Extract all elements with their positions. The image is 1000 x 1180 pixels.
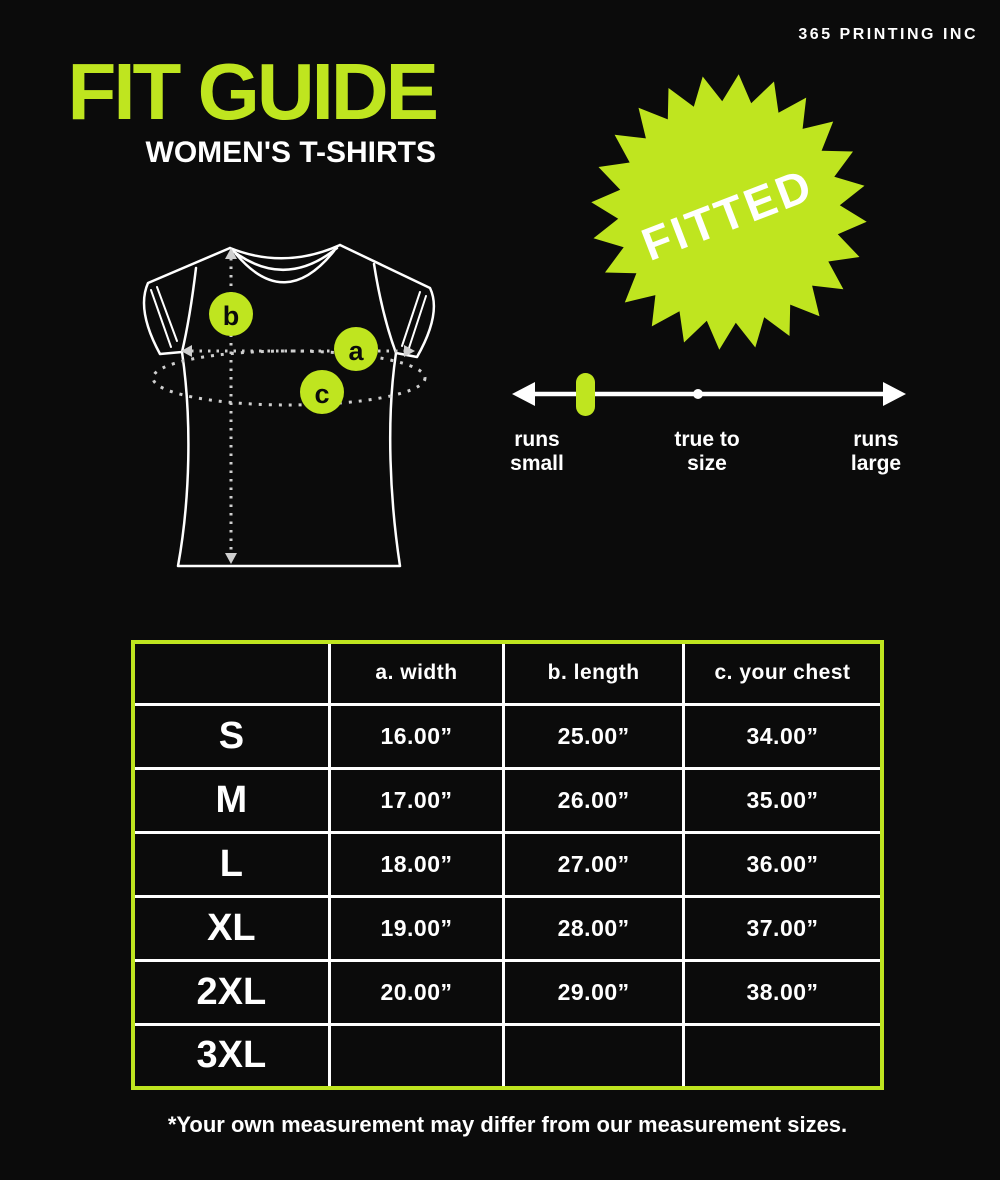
footnote: *Your own measurement may differ from ou…	[167, 1112, 848, 1137]
fitted-badge: FITTED	[591, 74, 867, 350]
width-value: 18.00”	[327, 830, 506, 898]
table-row: 3XL	[131, 1022, 884, 1090]
table-header-row: a. width b. length c. your chest	[131, 640, 884, 706]
chest-value	[682, 1022, 884, 1090]
width-value: 17.00”	[327, 766, 506, 834]
table-row: S 16.00” 25.00” 34.00”	[131, 702, 884, 770]
page-title: FIT GUIDE	[67, 47, 439, 136]
width-value: 16.00”	[327, 702, 506, 770]
length-value: 25.00”	[502, 702, 685, 770]
page-subtitle: WOMEN'S T-SHIRTS	[145, 136, 436, 169]
size-label: 2XL	[131, 958, 331, 1026]
marker-a: a	[334, 327, 378, 371]
width-value: 20.00”	[327, 958, 506, 1026]
table-row: 2XL 20.00” 29.00” 38.00”	[131, 958, 884, 1026]
size-label: XL	[131, 894, 331, 962]
width-value	[327, 1022, 506, 1090]
marker-b-label: b	[223, 301, 240, 331]
chest-line	[151, 349, 427, 407]
scale-label-runs-large: runs large	[850, 428, 902, 475]
size-label: S	[131, 702, 331, 770]
chest-value: 38.00”	[682, 958, 884, 1026]
tshirt-outline	[142, 243, 436, 568]
table-row: XL 19.00” 28.00” 37.00”	[131, 894, 884, 962]
table-row: L 18.00” 27.00” 36.00”	[131, 830, 884, 898]
scale-midpoint-dot	[693, 389, 703, 399]
scale-label-true-to-size: true to size	[674, 428, 740, 475]
size-label: L	[131, 830, 331, 898]
scale-label-runs-small: runs small	[510, 428, 564, 475]
measurement-lines	[151, 258, 427, 554]
table-row: M 17.00” 26.00” 35.00”	[131, 766, 884, 834]
scale-arrow-right	[883, 382, 906, 406]
width-value: 19.00”	[327, 894, 506, 962]
measurement-arrowheads	[181, 248, 415, 564]
marker-c-label: c	[314, 379, 329, 409]
chest-value: 37.00”	[682, 894, 884, 962]
header-width: a. width	[327, 640, 506, 706]
length-value: 28.00”	[502, 894, 685, 962]
length-value	[502, 1022, 685, 1090]
fitted-badge-star	[591, 74, 867, 350]
chest-value: 34.00”	[682, 702, 884, 770]
brand-text: 365 PRINTING INC	[798, 26, 978, 43]
sleeve-cuff-lines	[150, 286, 427, 352]
header-length: b. length	[502, 640, 685, 706]
fit-scale	[512, 373, 906, 416]
length-value: 26.00”	[502, 766, 685, 834]
chest-value: 36.00”	[682, 830, 884, 898]
header-empty	[131, 640, 331, 706]
size-label: 3XL	[131, 1022, 331, 1090]
size-label: M	[131, 766, 331, 834]
tshirt-diagram: b a c	[142, 243, 436, 568]
marker-b: b	[209, 292, 253, 336]
title-block: FIT GUIDE WOMEN'S T-SHIRTS	[40, 47, 439, 170]
size-table: a. width b. length c. your chest S 16.00…	[131, 640, 884, 1090]
marker-c: c	[300, 370, 344, 414]
scale-arrow-left	[512, 382, 535, 406]
scale-indicator	[576, 373, 595, 416]
chest-value: 35.00”	[682, 766, 884, 834]
marker-a-label: a	[348, 336, 364, 366]
length-value: 27.00”	[502, 830, 685, 898]
length-value: 29.00”	[502, 958, 685, 1026]
header-chest: c. your chest	[682, 640, 884, 706]
